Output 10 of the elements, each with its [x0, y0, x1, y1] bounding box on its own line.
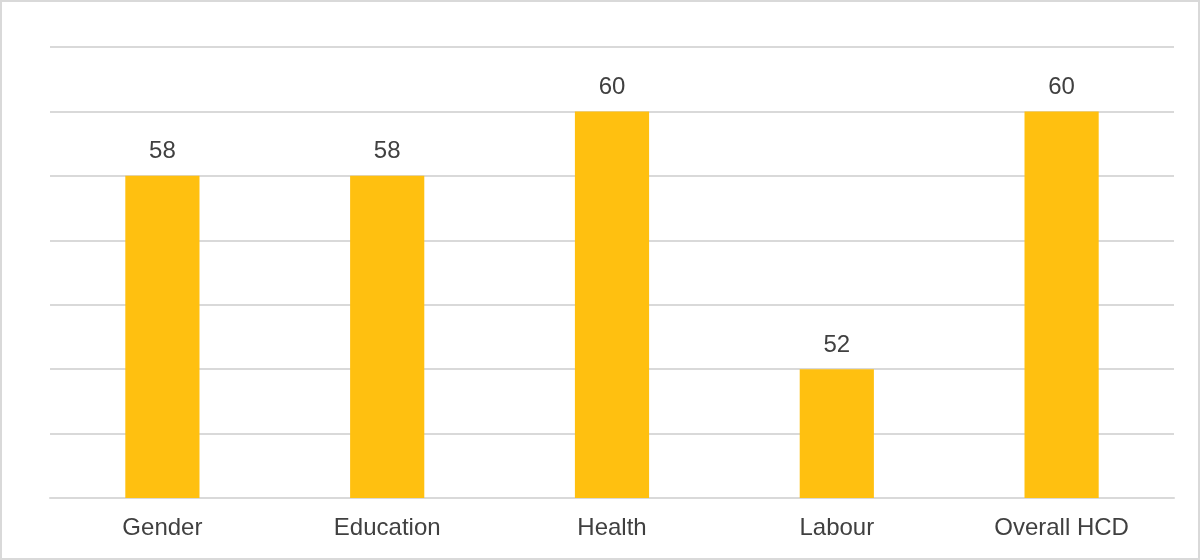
data-label: 52 — [823, 329, 851, 357]
data-label: 60 — [1048, 71, 1075, 99]
data-label: 60 — [598, 71, 626, 99]
x-tick-label: Education — [333, 512, 441, 540]
x-tick-label: Labour — [799, 512, 875, 540]
x-tick-label: Gender — [122, 512, 203, 540]
data-label: 58 — [149, 136, 176, 164]
x-tick-label: Overall HCD — [994, 512, 1129, 540]
x-tick-label: Health — [577, 512, 647, 540]
data-label: 58 — [373, 136, 401, 164]
